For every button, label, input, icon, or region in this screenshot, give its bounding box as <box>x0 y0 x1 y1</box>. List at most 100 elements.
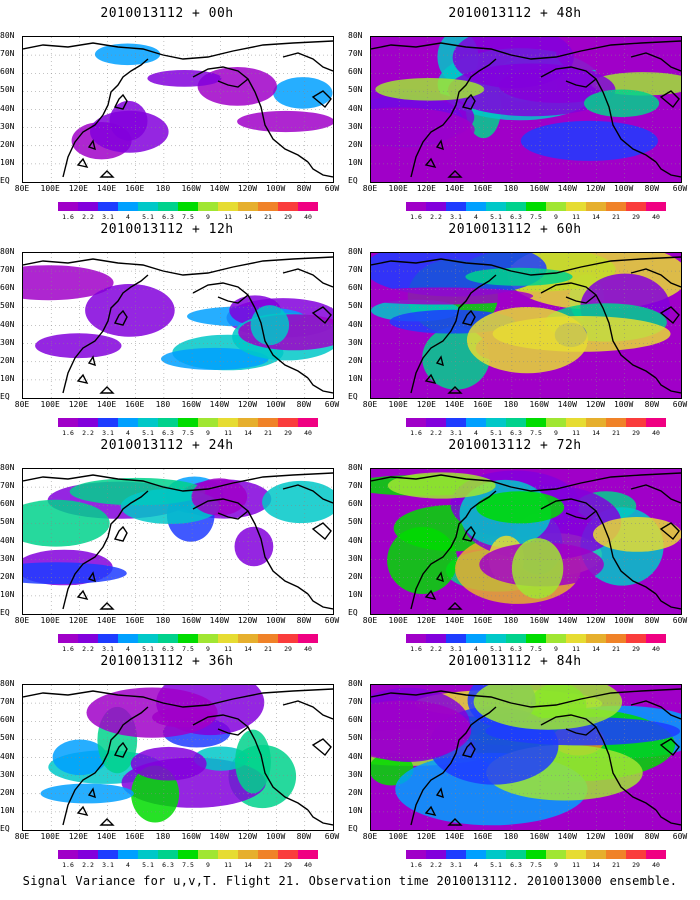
panel-title: 2010013112 + 36h <box>100 654 234 669</box>
coastline <box>410 706 497 826</box>
colorbar-level-label: 29 <box>632 645 640 653</box>
colorbar-swatch <box>98 634 118 643</box>
longitude-tick-label: 140E <box>96 184 117 193</box>
colorbar-level-label: 2.2 <box>82 213 94 221</box>
variance-contour <box>23 499 110 547</box>
longitude-tick-label: 180 <box>155 832 171 841</box>
colorbar-level-label: 9 <box>554 429 558 437</box>
longitude-tick-label: 100E <box>40 184 60 193</box>
colorbar-swatch <box>646 634 666 643</box>
longitude-tick-label: 140E <box>444 184 465 193</box>
colorbar-swatch <box>466 202 486 211</box>
colorbar-level-label: 6.3 <box>162 861 174 869</box>
colorbar-level-label: 14 <box>244 429 252 437</box>
variance-field <box>371 685 681 830</box>
colorbar-level-label: 7.5 <box>530 645 542 653</box>
coastline <box>217 726 249 736</box>
longitude-tick-label: 60W <box>324 832 340 841</box>
latitude-tick-label: 40N <box>0 319 15 329</box>
colorbar-swatch <box>198 202 218 211</box>
variance-contour <box>161 347 269 370</box>
latitude-tick-label: EQ <box>348 824 358 833</box>
coastline <box>23 472 333 492</box>
colorbar-swatch <box>238 202 258 211</box>
variance-contour <box>40 783 134 804</box>
longitude-tick-label: 120W <box>585 616 606 625</box>
colorbar-level-label: 4 <box>126 861 130 869</box>
variance-contour <box>250 305 290 346</box>
coastline <box>282 268 333 288</box>
longitude-tick-label: 60W <box>324 184 340 193</box>
longitude-tick-label: 120E <box>416 184 436 193</box>
colorbar-swatch <box>446 202 466 211</box>
colorbar-swatch <box>486 634 506 643</box>
colorbar-swatch <box>118 202 138 211</box>
colorbar-level-label: 7.5 <box>530 429 542 437</box>
colorbar-level-label: 4 <box>474 429 478 437</box>
colorbar-swatch <box>178 202 198 211</box>
colorbar-swatch <box>626 418 646 427</box>
colorbar-swatch <box>406 418 426 427</box>
colorbar-swatch <box>626 850 646 859</box>
longitude-tick-label: 80E <box>14 400 30 409</box>
coastline <box>113 309 128 326</box>
coastline <box>76 373 89 385</box>
colorbar-swatch <box>118 850 138 859</box>
variance-field <box>23 469 333 614</box>
latitude-tick-label: 70N <box>348 481 363 491</box>
colorbar-level-label: 21 <box>612 213 620 221</box>
coastline <box>630 700 681 720</box>
longitude-axis: 80E 100E 120E 140E 160E 180 160W 140W 120W 100W 80… <box>15 616 339 628</box>
coastline <box>192 66 309 163</box>
longitude-tick-label: 140E <box>444 616 465 625</box>
coastline <box>659 306 680 325</box>
colorbar-level-label: 14 <box>244 861 252 869</box>
colorbar-swatch <box>298 202 318 211</box>
panel-title: 2010013112 + 12h <box>100 222 234 237</box>
variance-contour <box>237 110 333 133</box>
variance-field <box>371 37 681 182</box>
colorbar <box>406 418 666 427</box>
colorbar-level-label: 11 <box>572 429 580 437</box>
latitude-tick-label: 40N <box>348 103 363 113</box>
colorbar-swatch <box>606 418 626 427</box>
variance-contour <box>387 527 458 594</box>
variance-contour <box>130 746 207 781</box>
colorbar-level-label: 4 <box>126 213 130 221</box>
longitude-tick-label: 180 <box>155 616 171 625</box>
latitude-tick-label: 20N <box>348 571 363 581</box>
colorbar-swatch <box>198 634 218 643</box>
map-panel: 2010013112 + 84h 80N 70N 60N 50N 40N 30N 20N 10N… <box>348 654 687 869</box>
coastline <box>282 52 333 72</box>
variance-contour <box>511 538 564 599</box>
variance-contour <box>85 284 175 337</box>
longitude-tick-label: 80E <box>362 184 378 193</box>
coastline <box>630 52 681 72</box>
longitude-tick-label: 100E <box>388 184 408 193</box>
coastline <box>410 274 497 394</box>
latitude-tick-label: 20N <box>348 139 363 149</box>
colorbar-swatch <box>486 418 506 427</box>
map-plot-area <box>370 684 682 831</box>
coastline <box>87 571 96 583</box>
longitude-tick-label: 120W <box>237 400 258 409</box>
colorbar-swatch <box>526 202 546 211</box>
variance-contour <box>234 526 274 567</box>
colorbar-level-label: 40 <box>652 645 660 653</box>
latitude-tick-label: 30N <box>348 769 363 779</box>
longitude-tick-label: 140E <box>96 832 117 841</box>
colorbar-level-label: 2.2 <box>82 861 94 869</box>
latitude-tick-label: 50N <box>348 85 363 95</box>
longitude-tick-label: 60W <box>672 184 688 193</box>
colorbar-swatch <box>158 850 178 859</box>
latitude-tick-label: EQ <box>348 392 358 401</box>
coastline <box>655 377 681 394</box>
latitude-tick-label: 50N <box>0 733 15 743</box>
colorbar-swatch <box>158 418 178 427</box>
colorbar-level-label: 4 <box>474 861 478 869</box>
colorbar-level-label: 21 <box>264 213 272 221</box>
variance-contour <box>466 307 588 374</box>
coastline <box>307 377 333 394</box>
colorbar-level-label: 4 <box>474 645 478 653</box>
colorbar-swatch <box>158 202 178 211</box>
